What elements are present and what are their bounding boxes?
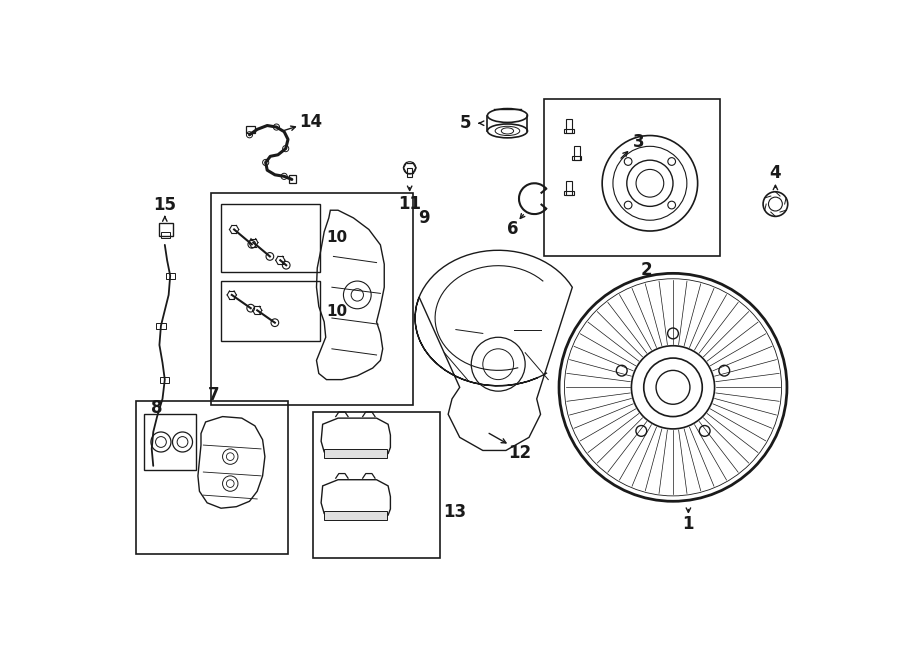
Text: 15: 15: [153, 196, 176, 214]
Circle shape: [247, 132, 253, 138]
Bar: [564, 130, 573, 134]
Bar: [573, 146, 580, 160]
Bar: [160, 377, 169, 383]
Bar: [324, 510, 387, 520]
Text: 3: 3: [633, 134, 644, 151]
Bar: [221, 204, 320, 272]
Text: 2: 2: [640, 261, 652, 280]
Bar: [544, 98, 720, 256]
Text: 14: 14: [300, 112, 323, 131]
Bar: [158, 223, 173, 235]
Bar: [408, 168, 412, 177]
Text: 9: 9: [418, 209, 430, 227]
Bar: [157, 323, 166, 329]
Text: 10: 10: [326, 231, 347, 245]
Bar: [136, 401, 288, 554]
Text: 7: 7: [208, 386, 219, 404]
Bar: [566, 181, 572, 195]
Text: 1: 1: [682, 516, 694, 533]
Text: 6: 6: [507, 221, 518, 239]
Text: 5: 5: [460, 114, 472, 132]
Bar: [144, 414, 196, 470]
Text: 10: 10: [326, 304, 347, 319]
Bar: [572, 156, 581, 160]
Text: 8: 8: [151, 399, 163, 417]
Bar: [211, 193, 413, 405]
Bar: [566, 120, 572, 134]
Bar: [324, 449, 387, 458]
Text: 13: 13: [443, 503, 466, 521]
Text: 12: 12: [508, 444, 531, 462]
Bar: [161, 232, 170, 238]
Bar: [289, 175, 296, 182]
Circle shape: [263, 159, 269, 165]
Bar: [564, 191, 573, 195]
Circle shape: [283, 145, 289, 152]
Text: 4: 4: [770, 165, 781, 182]
Bar: [221, 281, 320, 341]
Circle shape: [281, 173, 287, 179]
Text: 11: 11: [398, 195, 421, 213]
Circle shape: [274, 124, 280, 130]
Bar: [313, 412, 440, 559]
Bar: [166, 272, 175, 279]
Bar: [246, 126, 255, 134]
